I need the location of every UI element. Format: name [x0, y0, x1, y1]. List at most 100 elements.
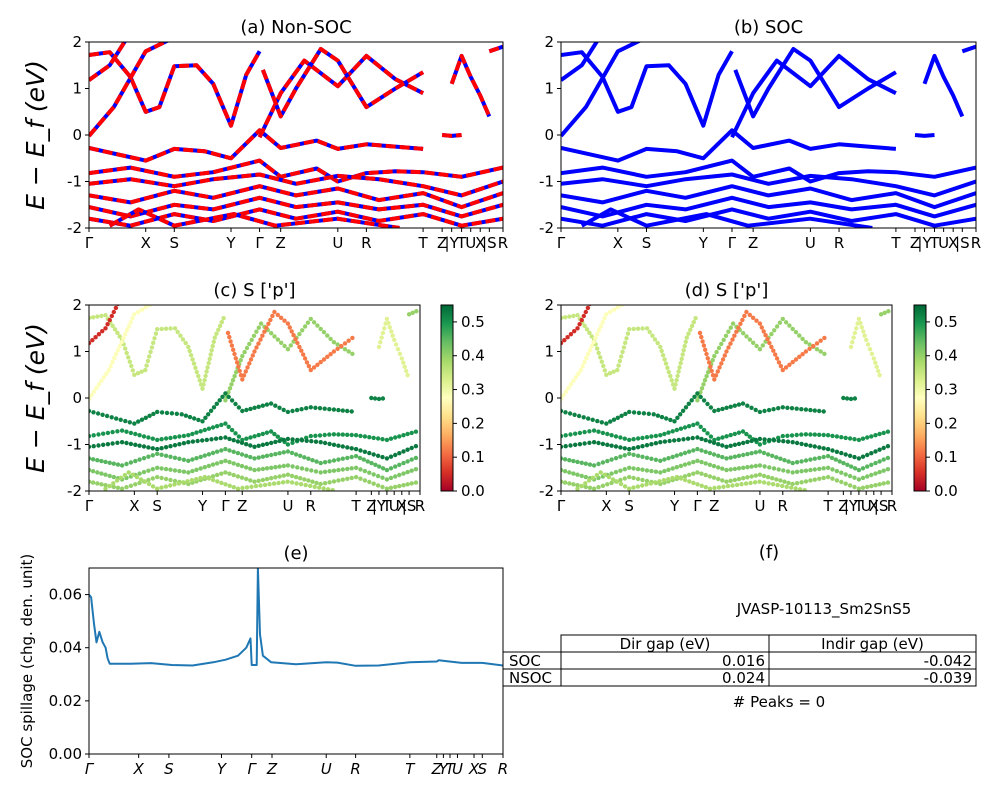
band-point	[606, 474, 612, 480]
band-point	[885, 467, 891, 472]
band-point	[821, 466, 826, 471]
band-point	[703, 485, 708, 490]
band-point	[753, 473, 758, 478]
x-tick-label: X	[948, 234, 958, 252]
band-point	[568, 432, 573, 437]
band-point	[701, 382, 706, 387]
colorbar-tick-label: 0.0	[461, 482, 485, 500]
band-point	[313, 433, 318, 438]
band-point	[90, 480, 96, 485]
band-point	[707, 474, 713, 479]
band-point	[227, 471, 232, 476]
band-point	[712, 353, 717, 359]
y-tick-label: 0	[72, 126, 82, 144]
band-point	[369, 395, 374, 401]
band-point	[663, 361, 669, 366]
band-point	[252, 479, 257, 484]
band-point	[561, 444, 564, 449]
band-point	[401, 483, 406, 488]
band-point	[636, 410, 642, 416]
band-point	[686, 472, 692, 478]
band-point	[587, 440, 592, 445]
band-point	[672, 386, 677, 391]
band-point	[576, 371, 581, 376]
band-point	[230, 378, 236, 383]
band-point	[248, 406, 253, 412]
y-tick-label: 2	[544, 296, 554, 314]
band-point	[631, 326, 636, 332]
band-point	[210, 474, 216, 479]
band-point	[561, 315, 564, 321]
band-point	[262, 329, 267, 334]
band-point	[185, 479, 190, 484]
band-point	[342, 347, 348, 352]
band-point	[289, 450, 295, 456]
band-point	[732, 442, 738, 447]
band-point	[126, 470, 131, 475]
band-point	[728, 432, 733, 438]
band-point	[322, 481, 328, 486]
y-tick-label: 0	[72, 389, 82, 407]
band-point	[618, 454, 623, 459]
band-point	[169, 411, 175, 416]
band-point	[865, 464, 870, 469]
band-point	[799, 407, 804, 412]
y-axis-label-c: E − E_f (eV)	[21, 323, 50, 473]
band-point	[579, 460, 584, 465]
band-point	[210, 425, 216, 430]
band-point	[717, 365, 722, 370]
band-point	[769, 344, 774, 350]
band-point	[571, 482, 576, 487]
band-point	[771, 407, 776, 412]
band-point	[865, 484, 870, 490]
band-point	[247, 361, 252, 366]
band-point	[295, 437, 300, 443]
band-point	[256, 341, 261, 346]
x-tick-label: Y	[698, 234, 709, 252]
band-point	[676, 437, 681, 443]
band-point	[726, 345, 731, 350]
band-point	[852, 484, 857, 490]
band-point	[146, 477, 151, 483]
band-point	[689, 323, 695, 329]
band-point	[683, 339, 688, 344]
band-point	[670, 475, 675, 481]
band-point	[318, 359, 323, 365]
table-cell-indir-gap: -0.039	[924, 669, 972, 687]
band-point	[281, 473, 286, 478]
band-point	[843, 452, 848, 457]
band-point	[181, 469, 187, 474]
band-point	[311, 320, 317, 325]
band-point	[565, 335, 570, 340]
band-point	[310, 479, 315, 484]
band-point	[248, 478, 253, 483]
band-point	[760, 343, 765, 348]
band-point	[885, 429, 891, 434]
band-point	[302, 455, 307, 460]
band-point	[336, 407, 341, 413]
band-point	[790, 481, 795, 487]
band-point	[799, 459, 804, 464]
band-point	[705, 401, 710, 407]
band-point	[311, 365, 317, 370]
band-point	[571, 313, 576, 319]
band-point	[378, 340, 383, 345]
band-point	[587, 330, 592, 335]
band-point	[256, 478, 261, 483]
band-point	[562, 338, 567, 343]
band-point	[272, 309, 277, 315]
band-point	[328, 336, 333, 342]
band-point	[627, 486, 632, 491]
band-point	[235, 450, 241, 456]
band-point	[146, 468, 151, 473]
band-point	[561, 467, 564, 473]
band-point	[749, 438, 754, 444]
band-point	[269, 440, 274, 446]
band-point	[187, 348, 192, 354]
band-point	[375, 473, 381, 479]
band-point	[186, 433, 191, 438]
band-point	[856, 467, 862, 473]
x-tick-label: Z	[266, 760, 278, 778]
band-point	[674, 427, 679, 433]
band-point	[336, 478, 341, 483]
